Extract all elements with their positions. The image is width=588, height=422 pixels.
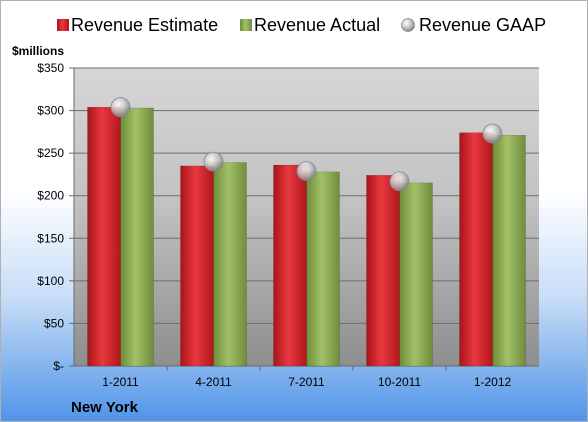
x-axis-ticks: 1-2011 4-2011 7-2011 10-2011 1-2012 (102, 366, 512, 389)
bar-estimate (366, 175, 400, 367)
legend-label-gaap: Revenue GAAP (419, 15, 546, 35)
legend-swatch-estimate (57, 19, 69, 31)
y-tick-label: $- (53, 359, 64, 373)
gaap-marker (389, 171, 410, 192)
y-tick-label: $200 (37, 189, 64, 203)
bar-actual (399, 182, 433, 367)
y-tick-label: $300 (37, 104, 64, 118)
legend-label-actual: Revenue Actual (254, 15, 380, 35)
gaap-marker (296, 161, 317, 181)
x-tick-label: 7-2011 (288, 375, 325, 389)
legend: Revenue Estimate Revenue Actual Revenue … (57, 15, 546, 35)
bar-actual (306, 171, 340, 367)
y-tick-label: $250 (37, 146, 64, 160)
bar-estimate (459, 132, 493, 367)
y-axis-unit-label: $millions (12, 44, 64, 58)
y-tick-label: $150 (37, 231, 64, 245)
legend-item-actual: Revenue Actual (240, 15, 380, 35)
x-tick-label: 4-2011 (195, 375, 232, 389)
y-tick-label: $50 (44, 316, 64, 330)
bar-estimate (180, 165, 214, 367)
location-label: New York (71, 399, 139, 416)
gaap-marker (482, 123, 503, 144)
y-axis-ticks: $- $50 $100 $150 $200 $250 $300 $350 (37, 61, 74, 373)
legend-swatch-gaap (401, 18, 415, 32)
x-tick-label: 1-2011 (102, 375, 139, 389)
gaap-marker (203, 151, 224, 172)
legend-item-estimate: Revenue Estimate (57, 15, 218, 35)
bar-actual (213, 162, 247, 367)
y-tick-label: $350 (37, 61, 64, 75)
legend-swatch-actual (240, 19, 252, 31)
gaap-marker (110, 97, 131, 118)
x-tick-label: 10-2011 (378, 375, 421, 389)
legend-label-estimate: Revenue Estimate (71, 15, 218, 35)
x-tick-label: 1-2012 (474, 375, 512, 389)
gaap-markers (110, 97, 503, 192)
legend-item-gaap: Revenue GAAP (401, 15, 546, 35)
bar-estimate (273, 164, 307, 367)
bar-actual (120, 107, 154, 367)
y-tick-label: $100 (37, 274, 64, 288)
bars (87, 106, 526, 367)
bar-estimate (87, 106, 121, 367)
bar-actual (492, 135, 526, 367)
